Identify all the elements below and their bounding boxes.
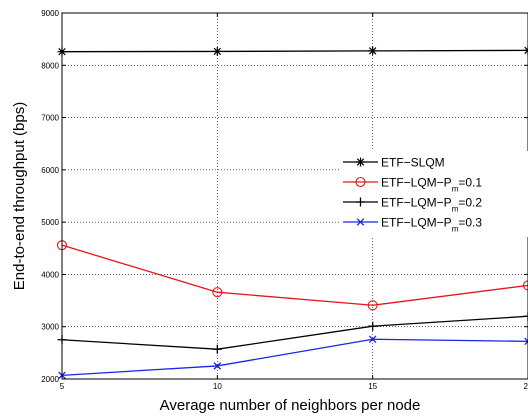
legend-entry-3: ETF−LQM−Pm=0.2	[343, 196, 482, 214]
series-line	[61, 338, 528, 376]
y-tick-label: 2000	[41, 375, 59, 384]
series-group	[56, 45, 528, 380]
circle-marker	[355, 176, 366, 188]
series-3	[57, 311, 528, 354]
legend-label-main: ETF−LQM−P	[381, 176, 452, 190]
series-line	[61, 244, 528, 306]
y-tick-label: 7000	[41, 114, 59, 123]
legend-entry-2: ETF−LQM−Pm=0.1	[343, 176, 482, 194]
legend-label-tail: =0.1	[458, 176, 482, 190]
legend-entry-4: ETF−LQM−Pm=0.3	[343, 216, 482, 234]
legend-label: ETF−SLQM	[381, 156, 445, 170]
plus-marker	[212, 344, 222, 354]
x-tick-label: 15	[368, 382, 377, 391]
legend-label: ETF−LQM−Pm=0.1	[381, 176, 482, 194]
x-tick-label: 20	[524, 382, 528, 391]
legend-label: ETF−LQM−Pm=0.3	[381, 216, 482, 234]
x-marker	[368, 335, 377, 344]
x-tick-label: 10	[213, 382, 222, 391]
legend-label-subscript: m	[452, 224, 459, 233]
legend-box	[340, 151, 528, 237]
star-marker	[356, 157, 365, 167]
legend-label-main: ETF−LQM−P	[381, 196, 452, 210]
series-line	[61, 315, 528, 350]
y-tick-label: 8000	[41, 61, 59, 70]
circle-marker	[367, 300, 378, 311]
x-axis-label: Average number of neighbors per node	[160, 397, 421, 414]
legend-label-main: ETF−LQM−P	[381, 216, 452, 230]
y-axis-label: End-to-end throughput (bps)	[11, 102, 28, 290]
legend-label-tail: =0.2	[458, 196, 482, 210]
series-line	[61, 49, 528, 53]
legend-label: ETF−LQM−Pm=0.2	[381, 196, 482, 214]
x-tick-label: 5	[60, 382, 65, 391]
legend-label-subscript: m	[452, 204, 459, 213]
legend: ETF−SLQMETF−LQM−Pm=0.1ETF−LQM−Pm=0.2ETF−…	[340, 151, 528, 237]
star-marker	[212, 46, 222, 56]
legend-label-main: ETF−SLQM	[381, 156, 445, 170]
y-tick-label: 4000	[41, 270, 59, 279]
legend-label-subscript: m	[452, 184, 459, 193]
legend-entry-1: ETF−SLQM	[343, 156, 445, 170]
circle-marker	[522, 280, 528, 291]
x-marker	[356, 218, 365, 226]
plus-marker	[523, 311, 528, 321]
y-tick-label: 5000	[41, 218, 59, 227]
y-tick-label: 6000	[41, 166, 59, 175]
plus-marker	[368, 321, 378, 331]
plus-marker	[356, 197, 365, 207]
y-tick-label: 3000	[41, 323, 59, 332]
legend-label-tail: =0.3	[458, 216, 482, 230]
star-marker	[368, 46, 378, 56]
plot-frame	[61, 12, 528, 380]
y-tick-label: 9000	[41, 9, 59, 18]
x-marker	[524, 337, 528, 346]
circle-marker	[212, 287, 223, 298]
x-marker	[213, 362, 222, 370]
